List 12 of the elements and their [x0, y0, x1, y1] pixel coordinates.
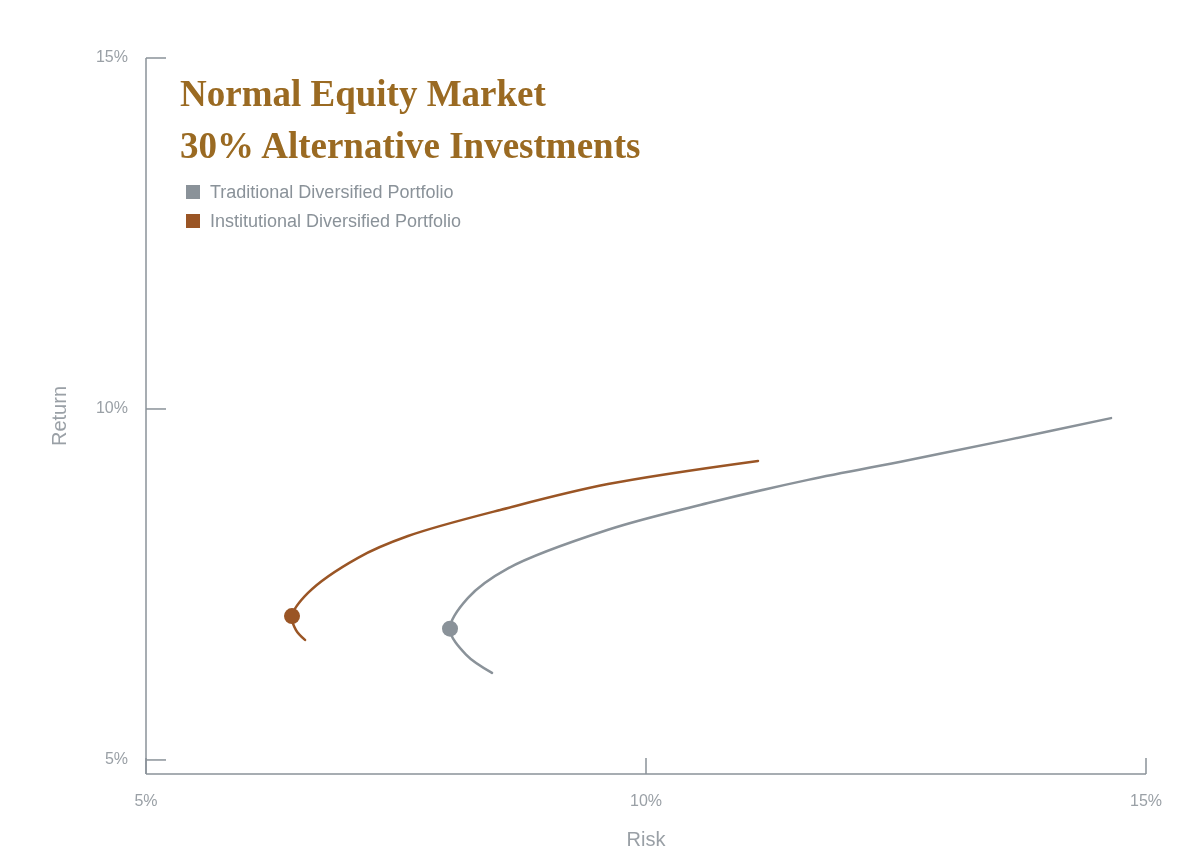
y-tick-label: 10%	[95, 399, 128, 417]
legend-label: Institutional Diversified Portfolio	[210, 210, 462, 231]
chart-title: Normal Equity Market	[180, 73, 547, 114]
legend-label: Traditional Diversified Portfolio	[210, 181, 454, 202]
x-axis-title: Risk	[626, 828, 667, 850]
x-tick-label: 10%	[629, 792, 663, 809]
x-tick-label: 5%	[134, 792, 158, 809]
y-axis-title: Return	[48, 385, 70, 447]
y-tick-label: 5%	[104, 750, 128, 768]
x-tick-label: 15%	[1129, 792, 1163, 809]
text: 30% Alternative Investments	[180, 125, 641, 166]
y-tick-label: 15%	[95, 48, 128, 66]
